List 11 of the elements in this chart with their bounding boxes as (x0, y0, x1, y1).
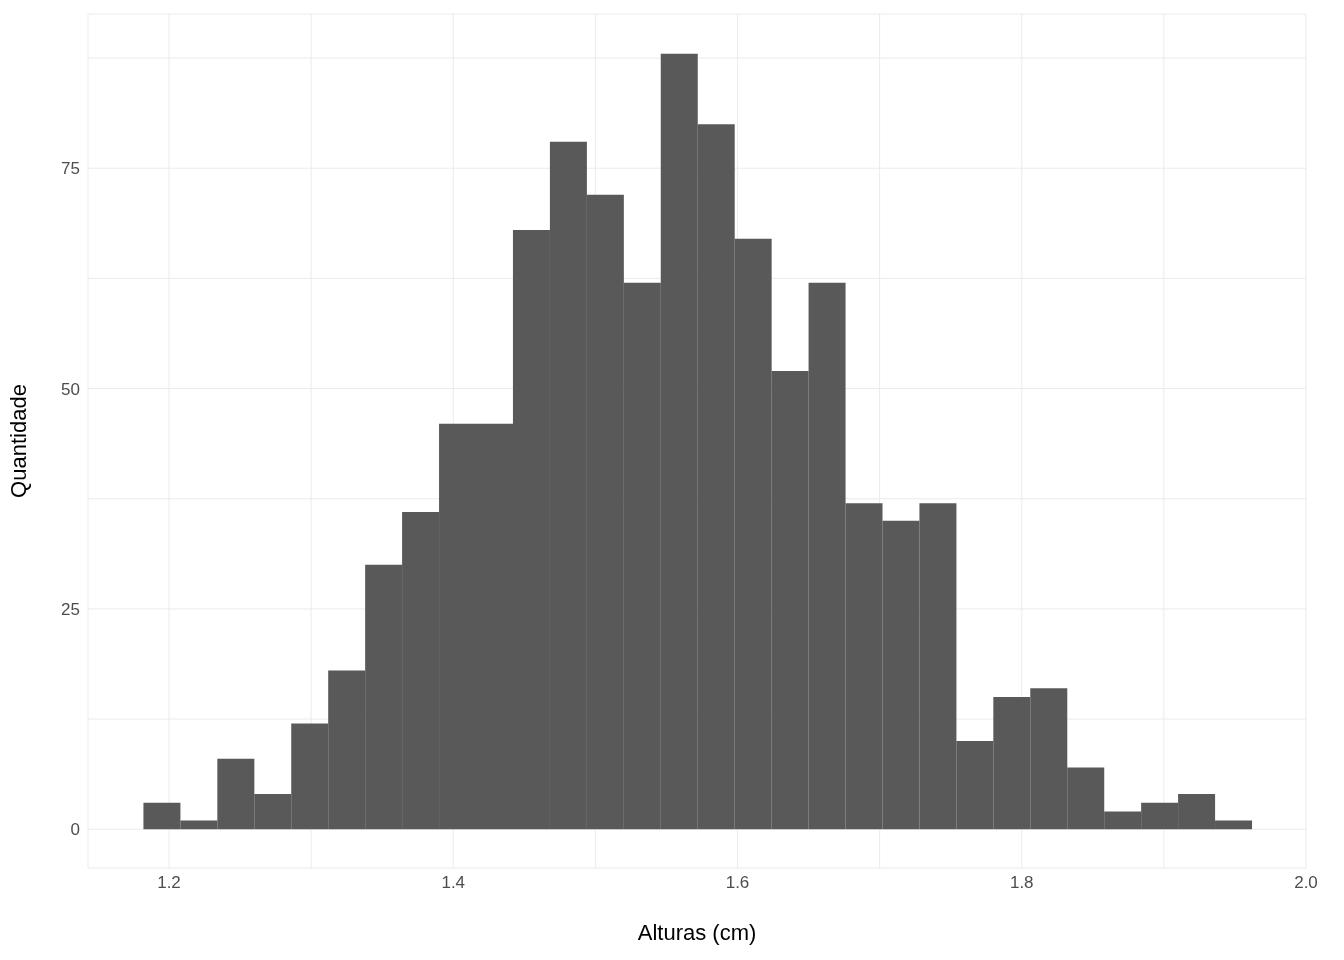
x-tick-label: 1.2 (157, 873, 181, 893)
x-tick-label: 1.8 (1009, 873, 1034, 893)
x-tick-label: 2.0 (1294, 873, 1318, 893)
y-tick-label: 50 (61, 379, 80, 399)
x-axis-title: Alturas (cm) (637, 920, 757, 945)
y-tick-label: 75 (61, 159, 80, 179)
y-tick-label: 0 (70, 820, 80, 840)
y-tick-label: 25 (61, 599, 80, 619)
x-tick-label: 1.6 (725, 873, 750, 893)
x-tick-label: 1.4 (441, 873, 466, 893)
y-axis-title: Quantidade (5, 384, 31, 498)
